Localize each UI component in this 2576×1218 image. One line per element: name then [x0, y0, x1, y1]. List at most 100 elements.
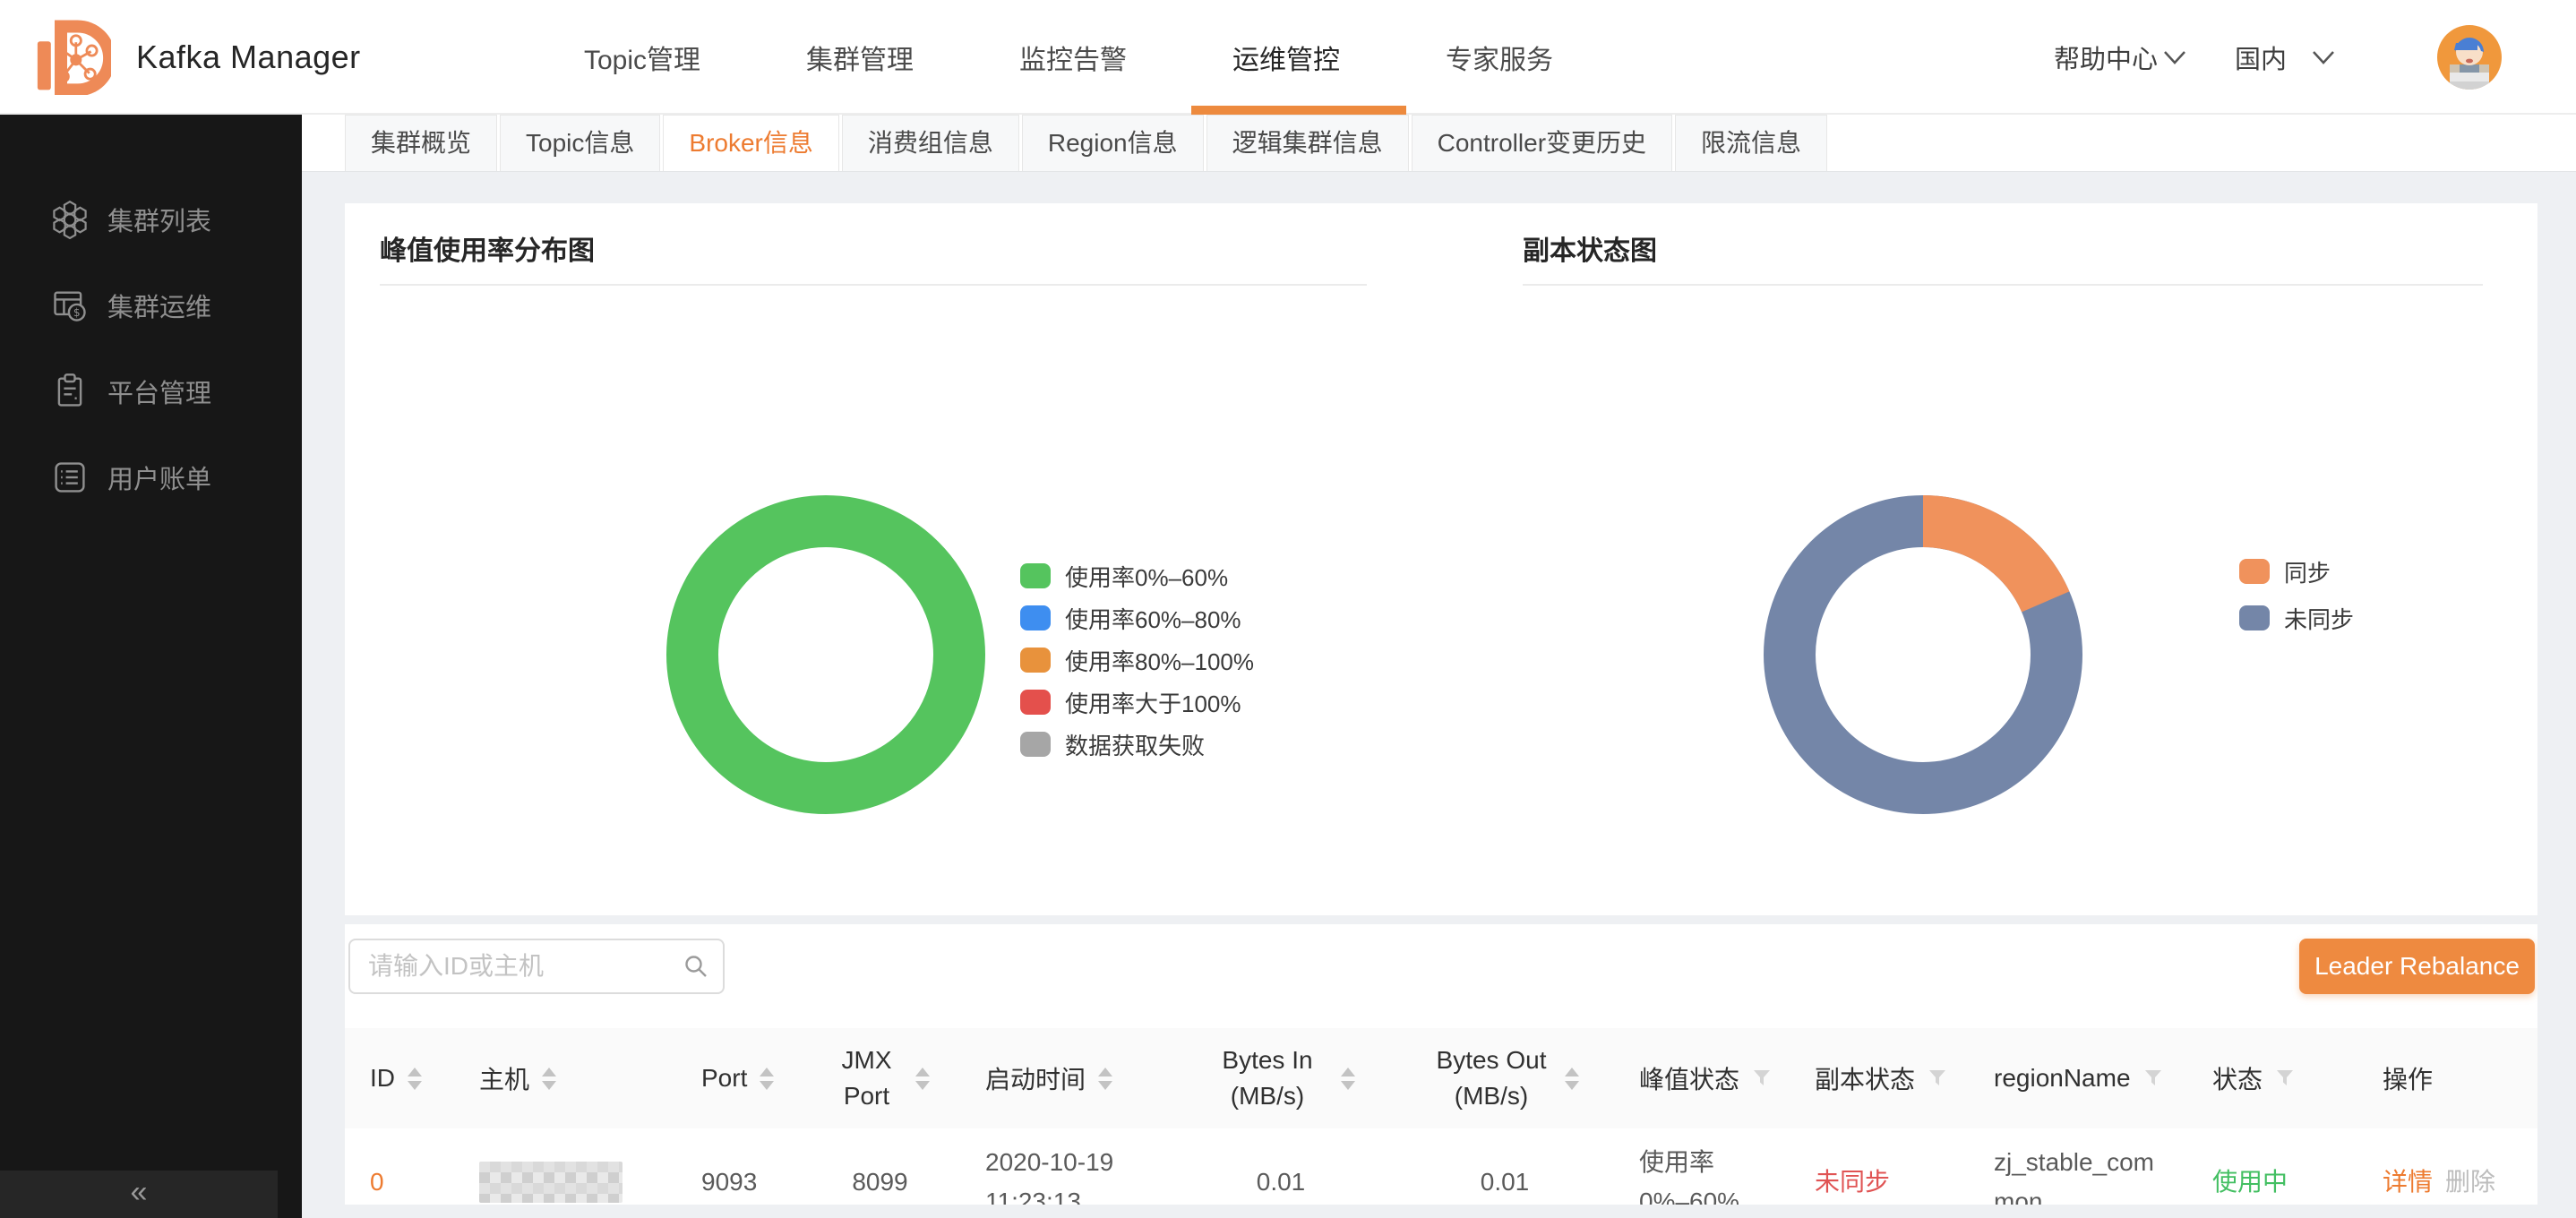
help-center-menu[interactable]: 帮助中心 [2054, 0, 2186, 115]
legend-swatch-green [1020, 563, 1051, 588]
sort-icon[interactable] [1340, 1067, 1355, 1090]
region-label: 国内 [2235, 46, 2288, 74]
chevron-down-icon [2313, 51, 2334, 64]
port-value: 9093 [701, 1168, 758, 1196]
jmx-port-value: 8099 [852, 1168, 908, 1196]
sort-icon[interactable] [408, 1067, 422, 1090]
legend-swatch-unsync-blue [2239, 605, 2270, 630]
sort-icon[interactable] [914, 1067, 930, 1090]
peak-status-value: 使用率 0%–60% [1639, 1148, 1740, 1205]
legend-label: 同步 [2284, 559, 2331, 587]
broker-table-card: Leader Rebalance ID 主机 Port JMX Port 启动时… [345, 924, 2537, 1205]
replica-status-legend: 同步 未同步 [2239, 558, 2354, 633]
col-replica-status[interactable]: 副本状态 [1791, 1028, 1962, 1128]
tab-controller-history[interactable]: Controller变更历史 [1411, 115, 1673, 171]
nav-monitor-alert[interactable]: 监控告警 [1019, 46, 1128, 75]
legend-item[interactable]: 未同步 [2239, 605, 2354, 633]
legend-item[interactable]: 数据获取失败 [1020, 731, 1254, 759]
tab-consumer-group-info[interactable]: 消费组信息 [841, 115, 1019, 171]
legend-item[interactable]: 使用率60%–80% [1020, 605, 1254, 633]
user-avatar[interactable] [2437, 25, 2502, 90]
replica-status-chart-title: 副本状态图 [1523, 236, 1657, 266]
nav-expert-service[interactable]: 专家服务 [1446, 46, 1554, 75]
leader-rebalance-button[interactable]: Leader Rebalance [2299, 939, 2535, 994]
tab-region-info[interactable]: Region信息 [1021, 115, 1204, 171]
sidebar-item-user-billing[interactable]: 用户账单 [0, 449, 302, 506]
sidebar-item-label: 用户账单 [107, 466, 212, 494]
replica-status-value: 未同步 [1815, 1168, 1891, 1196]
peak-usage-legend: 使用率0%–60% 使用率60%–80% 使用率80%–100% 使用率大于10… [1020, 562, 1254, 759]
legend-item[interactable]: 使用率大于100% [1020, 689, 1254, 717]
table-row: 0 9093 8099 2020-10-19 11:23:13 0.01 0.0… [345, 1128, 2537, 1205]
nav-cluster-management[interactable]: 集群管理 [806, 46, 914, 75]
tab-throttle-info[interactable]: 限流信息 [1675, 115, 1828, 171]
platform-admin-icon [57, 373, 82, 407]
detail-action-link[interactable]: 详情 [2383, 1168, 2434, 1196]
legend-item[interactable]: 使用率0%–60% [1020, 562, 1254, 591]
legend-swatch-blue [1020, 605, 1051, 630]
svg-text:$: $ [73, 306, 81, 319]
col-status[interactable]: 状态 [2185, 1028, 2329, 1128]
sidebar-collapse-button[interactable]: « [0, 1171, 278, 1218]
tab-topic-info[interactable]: Topic信息 [500, 115, 661, 171]
col-actions: 操作 [2383, 1066, 2434, 1094]
legend-item[interactable]: 使用率80%–100% [1020, 647, 1254, 675]
help-center-label: 帮助中心 [2054, 46, 2159, 74]
start-time-value: 2020-10-19 11:23:13 [985, 1148, 1114, 1205]
col-bytes-out[interactable]: Bytes Out (MB/s) [1397, 1028, 1612, 1128]
search-input[interactable] [348, 939, 725, 994]
chevron-down-icon [2164, 51, 2185, 64]
filter-icon[interactable] [1752, 1068, 1772, 1088]
filter-icon[interactable] [2143, 1068, 2163, 1088]
legend-item[interactable]: 同步 [2239, 558, 2354, 587]
sidebar-item-label: 平台管理 [107, 380, 212, 408]
table-header: ID 主机 Port JMX Port 启动时间 Bytes In (MB/s)… [345, 1028, 2537, 1128]
tab-broker-info[interactable]: Broker信息 [663, 115, 839, 171]
legend-swatch-red [1020, 690, 1051, 715]
legend-swatch-orange [1020, 648, 1051, 673]
sidebar-item-cluster-ops[interactable]: $ 集群运维 [0, 277, 302, 334]
tab-logic-cluster-info[interactable]: 逻辑集群信息 [1206, 115, 1409, 171]
col-peak-status[interactable]: 峰值状态 [1612, 1028, 1791, 1128]
tab-cluster-overview[interactable]: 集群概览 [345, 115, 498, 171]
sort-icon[interactable] [760, 1067, 775, 1090]
sort-icon[interactable] [1098, 1067, 1113, 1090]
col-port[interactable]: Port [681, 1028, 811, 1128]
legend-label: 未同步 [2284, 605, 2355, 633]
bytes-out-value: 0.01 [1480, 1168, 1530, 1196]
nav-topic-management[interactable]: Topic管理 [584, 46, 701, 75]
legend-label: 使用率0%–60% [1065, 563, 1229, 591]
active-nav-underline [1191, 106, 1406, 115]
delete-action-link[interactable]: 删除 [2445, 1168, 2496, 1196]
broker-id-link[interactable]: 0 [370, 1168, 384, 1196]
region-selector[interactable]: 国内 [2235, 0, 2335, 115]
legend-label: 使用率大于100% [1065, 690, 1241, 717]
col-region-name[interactable]: regionName [1962, 1028, 2185, 1128]
divider [1523, 284, 2483, 286]
row-actions: 详情 删除 [2329, 1128, 2537, 1205]
top-navigation: Topic管理 集群管理 监控告警 运维管控 专家服务 [584, 0, 1553, 115]
filter-icon[interactable] [1928, 1068, 1947, 1088]
legend-swatch-sync-orange [2239, 559, 2270, 584]
sidebar-item-cluster-list[interactable]: 集群列表 [0, 191, 302, 248]
legend-label: 使用率80%–100% [1065, 648, 1254, 675]
col-start-time[interactable]: 启动时间 [949, 1028, 1164, 1128]
col-jmx-port[interactable]: JMX Port [811, 1028, 949, 1128]
broker-search [348, 939, 725, 994]
col-host[interactable]: 主机 [452, 1028, 681, 1128]
col-bytes-in[interactable]: Bytes In (MB/s) [1164, 1028, 1397, 1128]
nav-ops-control[interactable]: 运维管控 [1232, 46, 1341, 75]
sort-icon[interactable] [1564, 1067, 1579, 1090]
filter-icon[interactable] [2275, 1068, 2295, 1088]
col-id[interactable]: ID [345, 1028, 452, 1128]
redacted-host-value [479, 1162, 623, 1203]
sidebar-item-platform-admin[interactable]: 平台管理 [0, 363, 302, 420]
avatar-image [2437, 25, 2502, 90]
search-icon[interactable] [683, 954, 708, 979]
divider [380, 284, 1367, 286]
sort-icon[interactable] [542, 1067, 557, 1090]
peak-usage-donut-chart [666, 495, 985, 814]
region-name-value: zj_stable_common [1994, 1148, 2154, 1205]
bytes-in-value: 0.01 [1256, 1168, 1306, 1196]
